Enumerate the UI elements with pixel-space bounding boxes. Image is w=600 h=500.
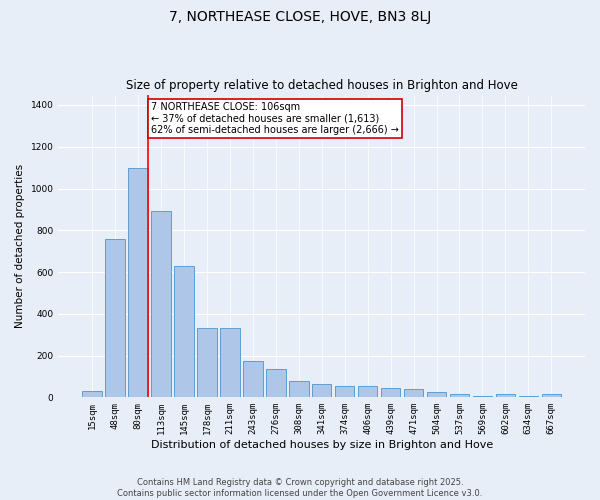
Bar [542, 394, 561, 398]
Bar [473, 396, 492, 398]
Text: 7, NORTHEASE CLOSE, HOVE, BN3 8LJ: 7, NORTHEASE CLOSE, HOVE, BN3 8LJ [169, 10, 431, 24]
Y-axis label: Number of detached properties: Number of detached properties [15, 164, 25, 328]
Bar [496, 394, 515, 398]
Bar [381, 388, 400, 398]
Bar [151, 212, 171, 398]
Bar [518, 396, 538, 398]
Title: Size of property relative to detached houses in Brighton and Hove: Size of property relative to detached ho… [126, 79, 518, 92]
Bar [358, 386, 377, 398]
Bar [174, 266, 194, 398]
Bar [220, 328, 239, 398]
Text: Contains HM Land Registry data © Crown copyright and database right 2025.
Contai: Contains HM Land Registry data © Crown c… [118, 478, 482, 498]
Bar [312, 384, 331, 398]
Bar [289, 380, 308, 398]
Bar [82, 391, 102, 398]
Bar [106, 238, 125, 398]
Text: 7 NORTHEASE CLOSE: 106sqm
← 37% of detached houses are smaller (1,613)
62% of se: 7 NORTHEASE CLOSE: 106sqm ← 37% of detac… [151, 102, 399, 135]
X-axis label: Distribution of detached houses by size in Brighton and Hove: Distribution of detached houses by size … [151, 440, 493, 450]
Bar [266, 369, 286, 398]
Bar [450, 394, 469, 398]
Bar [427, 392, 446, 398]
Bar [243, 361, 263, 398]
Bar [404, 390, 424, 398]
Bar [128, 168, 148, 398]
Bar [335, 386, 355, 398]
Bar [197, 328, 217, 398]
